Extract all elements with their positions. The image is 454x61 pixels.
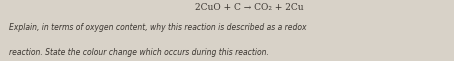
Text: 2CuO + C → CO₂ + 2Cu: 2CuO + C → CO₂ + 2Cu	[195, 3, 304, 12]
Text: reaction. State the colour change which occurs during this reaction.: reaction. State the colour change which …	[9, 48, 269, 57]
Text: Explain, in terms of oxygen content, why this reaction is described as a redox: Explain, in terms of oxygen content, why…	[9, 23, 306, 32]
